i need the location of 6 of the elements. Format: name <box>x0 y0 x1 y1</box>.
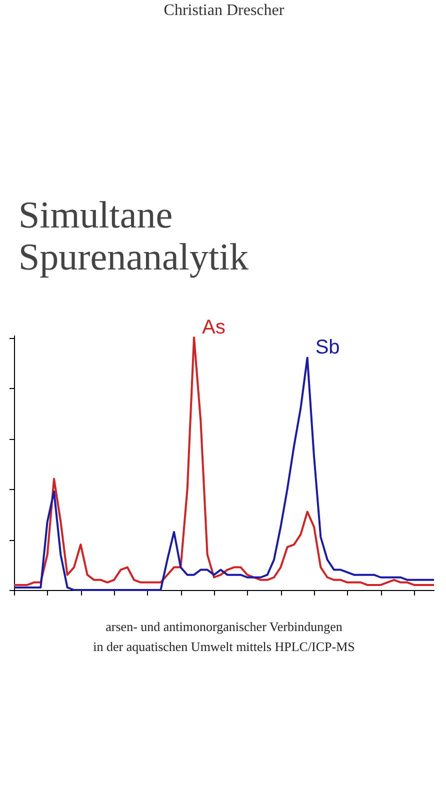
text: in der aquatischen Umwelt mittels HPLC/ICP-MS <box>93 639 355 654</box>
series-label: Sb <box>315 336 340 359</box>
text: arsen- und antimonorganischer Verbindungen <box>106 619 342 634</box>
chart-title: Simultane Spurenanalytik <box>18 194 249 279</box>
series-label: As <box>202 316 226 339</box>
text: Christian Drescher <box>164 2 285 19</box>
